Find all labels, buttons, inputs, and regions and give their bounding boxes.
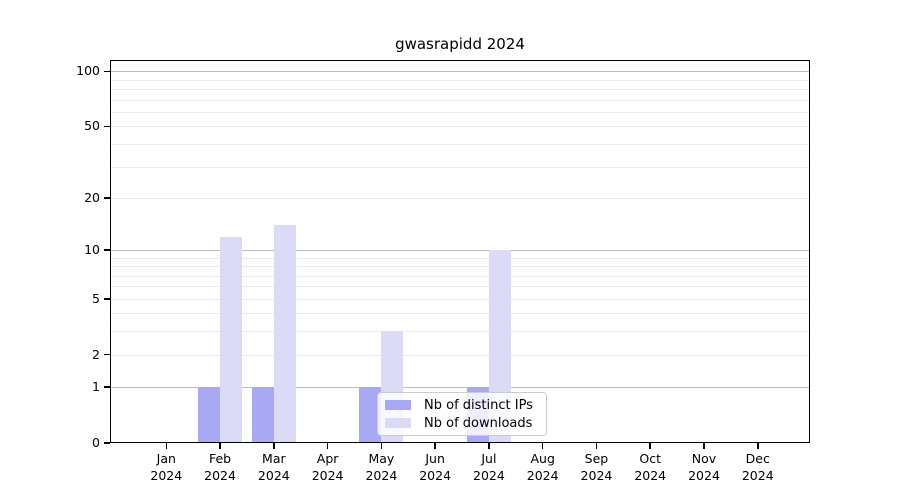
x-tick-label-feb: Feb 2024 <box>204 451 236 483</box>
x-tick-mark-jan <box>165 443 168 449</box>
gridline-minor-80 <box>110 89 810 91</box>
y-tick-mark-0 <box>104 442 110 444</box>
chart-title: gwasrapidd 2024 <box>395 35 525 53</box>
plot-area <box>110 60 810 443</box>
x-tick-mark-nov <box>703 443 705 449</box>
gridline-major-10 <box>110 249 810 251</box>
gridline-minor-40 <box>110 144 810 146</box>
gridline-major-100 <box>110 71 810 73</box>
x-tick-label-oct: Oct 2024 <box>634 451 667 483</box>
gridline-minor-20 <box>110 197 810 199</box>
y-tick-label-100: 100 <box>76 63 100 79</box>
y-tick-mark-50 <box>104 125 110 128</box>
legend-swatch-downloads-icon <box>385 418 411 428</box>
y-tick-label-10: 10 <box>84 241 100 257</box>
y-tick-mark-20 <box>104 197 110 199</box>
y-tick-label-20: 20 <box>84 189 100 205</box>
x-tick-label-aug: Aug 2024 <box>526 451 559 483</box>
x-tick-mark-jun <box>434 443 436 449</box>
y-tick-label-5: 5 <box>92 290 100 306</box>
gridline-minor-7 <box>110 275 810 277</box>
gridline-minor-9 <box>110 257 810 259</box>
gridline-minor-3 <box>110 331 810 333</box>
x-tick-label-jan: Jan 2024 <box>150 451 183 483</box>
x-tick-mark-dec <box>757 443 759 449</box>
x-tick-label-sep: Sep 2024 <box>580 451 613 483</box>
y-tick-label-0: 0 <box>92 435 100 450</box>
gridline-minor-5 <box>110 298 810 300</box>
x-tick-label-dec: Dec 2024 <box>741 451 774 483</box>
x-tick-label-nov: Nov 2024 <box>688 451 720 483</box>
y-tick-mark-10 <box>104 249 110 251</box>
y-tick-label-2: 2 <box>92 346 100 362</box>
gridline-minor-70 <box>110 99 810 101</box>
gridline-minor-60 <box>110 112 810 114</box>
gridline-major-1 <box>110 387 810 389</box>
x-tick-label-may: May 2024 <box>365 451 398 483</box>
bar-distinct-ips-feb <box>198 387 221 443</box>
x-tick-mark-apr <box>326 443 329 449</box>
x-tick-mark-sep <box>595 443 598 449</box>
gridline-minor-8 <box>110 266 810 268</box>
legend-label-distinct-ips: Nb of distinct IPs <box>424 397 533 413</box>
legend-label-downloads: Nb of downloads <box>424 415 533 431</box>
gridline-minor-2 <box>110 354 810 356</box>
x-tick-label-jun: Jun 2024 <box>419 451 452 483</box>
legend: Nb of distinct IPs Nb of downloads <box>377 392 547 436</box>
x-tick-mark-oct <box>649 443 651 449</box>
gridline-minor-30 <box>110 166 810 168</box>
x-tick-mark-aug <box>541 443 544 449</box>
bar-downloads-mar <box>273 225 296 443</box>
gridline-minor-50 <box>110 126 810 128</box>
legend-item-downloads: Nb of downloads <box>385 414 540 432</box>
bar-distinct-ips-mar <box>251 387 274 443</box>
bar-downloads-feb <box>220 236 243 443</box>
gridline-minor-6 <box>110 286 810 288</box>
bar-distinct-ips-may <box>359 387 382 443</box>
y-tick-label-50: 50 <box>84 118 100 134</box>
x-tick-label-apr: Apr 2024 <box>311 451 344 483</box>
legend-item-distinct-ips: Nb of distinct IPs <box>385 396 540 414</box>
y-tick-mark-1 <box>104 386 110 388</box>
y-tick-label-1: 1 <box>92 379 100 395</box>
x-tick-mark-feb <box>219 443 221 449</box>
y-tick-mark-5 <box>104 298 110 300</box>
gridline-minor-4 <box>110 313 810 315</box>
legend-swatch-distinct-ips-icon <box>385 400 411 410</box>
y-tick-mark-100 <box>104 70 110 73</box>
x-tick-label-mar: Mar 2024 <box>257 451 290 483</box>
gridline-minor-90 <box>110 79 810 81</box>
x-tick-label-jul: Jul 2024 <box>473 451 505 483</box>
x-tick-mark-mar <box>273 443 275 449</box>
y-tick-mark-2 <box>104 353 110 356</box>
x-tick-mark-jul <box>488 443 490 449</box>
x-tick-mark-may <box>380 443 383 449</box>
